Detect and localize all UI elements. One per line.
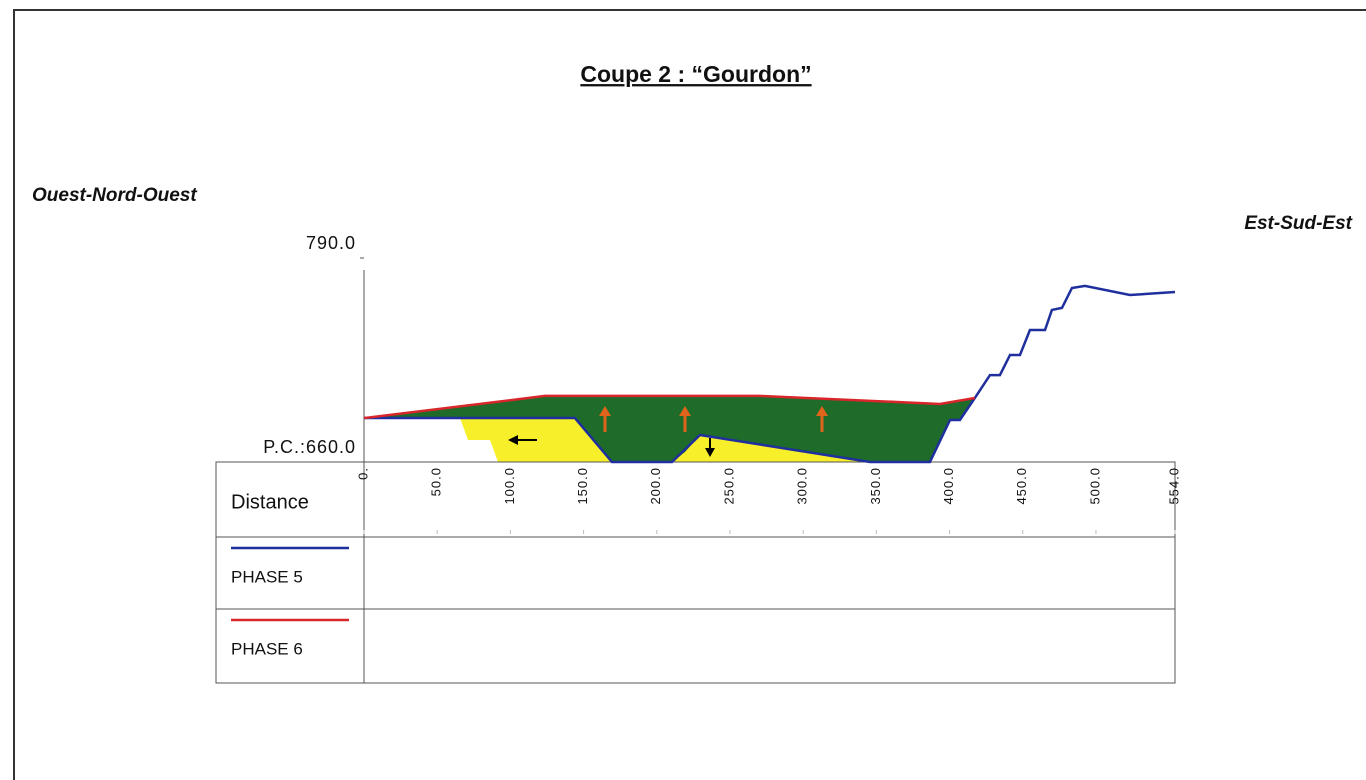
legend-label: PHASE 5 [231,567,303,586]
frame [13,9,1366,780]
x-axis-label: Distance [231,491,309,513]
arrows [508,435,715,457]
x-tick-label: 50.0 [429,467,444,496]
chart-title: Coupe 2 : “Gourdon” [580,61,811,87]
x-tick-label: 0. [355,467,370,480]
series-line [364,284,1176,464]
left-label: Ouest-Nord-Ouest [32,185,197,206]
x-tick-label: 350.0 [868,467,883,505]
y-tick-label: 790.0 [306,233,356,253]
x-tick-label: 250.0 [721,467,736,505]
x-tick-label: 500.0 [1087,467,1102,505]
series-line [363,394,976,420]
arrows [599,406,828,432]
right-label: Est-Sud-Est [1244,213,1352,234]
x-tick-label: 100.0 [502,467,517,505]
table-grid [215,270,1176,684]
y-tick-label: P.C.:660.0 [263,437,356,457]
legend-label: PHASE 6 [231,639,303,658]
x-tick-label: 300.0 [795,467,810,505]
x-tick-label: 450.0 [1014,467,1029,505]
x-tick-label: 150.0 [575,467,590,505]
x-tick-label: 200.0 [648,467,663,505]
x-tick-label: 400.0 [941,467,956,505]
x-tick-label: 554.0 [1166,467,1181,505]
